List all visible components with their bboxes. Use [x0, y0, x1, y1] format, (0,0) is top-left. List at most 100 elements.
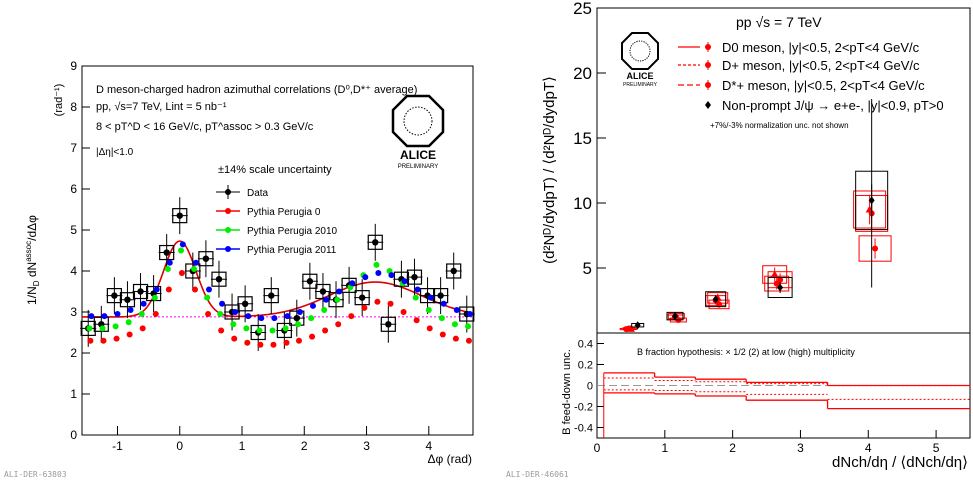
- pythia-point-1: [283, 339, 290, 346]
- pythia-point-3: [258, 315, 265, 322]
- left-alice-logo: ALICE PRELIMINARY: [391, 94, 445, 170]
- data-point: [124, 296, 131, 303]
- left-x-axis: -1 0 1 2 3 4: [112, 426, 432, 453]
- right-x-tick-label: 5: [933, 441, 940, 455]
- pythia-point-3: [245, 313, 252, 320]
- pythia-point-1: [295, 337, 302, 344]
- left-tag: ALI-DER-63803: [4, 470, 67, 479]
- pythia-point-3: [414, 286, 421, 293]
- pythia-point-2: [86, 325, 93, 332]
- right-alice-logo: ALICE PRELIMINARY: [621, 32, 659, 88]
- left-scale-unc: ±14% scale uncertainty: [218, 164, 332, 176]
- alice-detector-icon: [629, 40, 651, 62]
- right-point-dstar: [865, 205, 874, 213]
- left-y-tick-label: 7: [70, 141, 77, 155]
- left-plot-frame: [81, 65, 474, 436]
- right-header: pp √s = 7 TeV: [736, 14, 822, 30]
- pythia-point-3: [219, 300, 226, 307]
- left-y-tick-label: 9: [70, 59, 77, 73]
- pythia-point-3: [453, 306, 460, 313]
- data-point: [111, 292, 118, 299]
- data-point: [319, 288, 327, 295]
- pythia-point-3: [271, 315, 278, 322]
- pythia-point-1: [192, 286, 199, 293]
- left-x-tick-label: 3: [363, 439, 370, 453]
- right-logo-name: ALICE: [627, 71, 654, 81]
- data-point: [358, 294, 366, 301]
- pythia-point-2: [191, 265, 198, 272]
- right-point-dstar: [770, 270, 779, 278]
- alice-octagon-icon: [621, 32, 659, 70]
- data-point: [137, 288, 144, 295]
- pythia-point-1: [452, 335, 459, 342]
- pythia-point-3: [362, 274, 369, 281]
- pythia-point-3: [153, 286, 160, 293]
- left-x-tick-label: 1: [239, 439, 246, 453]
- pythia-point-3: [166, 259, 173, 266]
- pythia-point-1: [400, 309, 407, 315]
- pythia-point-1: [465, 337, 472, 344]
- left-title: D meson-charged hadron azimuthal correla…: [96, 84, 417, 96]
- right-syst-box: [705, 291, 727, 308]
- right-legend-label: D*+ meson, |y|<0.5, 2<pT<4 GeV/c: [722, 78, 925, 93]
- right-point-jpsi: [712, 295, 719, 304]
- pythia-point-1: [178, 270, 185, 277]
- alice-detector-icon: [403, 106, 433, 136]
- left-x-tick-label: 0: [176, 439, 183, 453]
- pythia-point-3: [114, 311, 121, 318]
- pythia-point-3: [127, 306, 134, 313]
- pythia-point-3: [296, 309, 303, 315]
- right-y-axis: 5 10 15 20 25: [573, 0, 606, 278]
- right-lower-ylabel: B feed-down unc.: [561, 349, 573, 435]
- data-point: [215, 276, 223, 283]
- data-point: [437, 292, 444, 299]
- pythia-point-2: [425, 306, 432, 313]
- right-legend-label: Non-prompt J/ψ → e+e-, |y|<0.9, pT>0: [722, 98, 944, 113]
- right-x-tick-label: 2: [729, 441, 736, 455]
- pythia-point-2: [256, 327, 263, 334]
- pythia-point-1: [100, 337, 107, 344]
- pythia-point-3: [466, 311, 473, 318]
- alice-octagon-icon: [391, 94, 445, 148]
- left-chart: 0 1 2 3 4 5 6 7 8 9 -1 0 1 2 3 4 D meson-charged hadro…: [4, 59, 475, 479]
- right-syst-box: [767, 276, 793, 299]
- pythia-point-3: [101, 313, 108, 320]
- pythia-point-1: [205, 311, 212, 318]
- right-ylabel: (d²Nᴰ/dydpT) / ⟨d²Nᴰ/dydpT⟩: [541, 76, 558, 264]
- left-y-tick-label: 3: [70, 305, 77, 319]
- data-point: [450, 267, 457, 275]
- right-lower-y-axis: -0.4 -0.2 0 0.2 0.4: [574, 339, 604, 435]
- pythia-point-1: [270, 341, 277, 348]
- pythia-point-3: [192, 259, 199, 266]
- data-point: [306, 278, 314, 285]
- right-legend-marker: [705, 44, 711, 50]
- pythia-point-1: [348, 313, 355, 320]
- legend-marker: [225, 227, 231, 233]
- pythia-point-1: [322, 327, 329, 334]
- pythia-point-2: [217, 311, 224, 318]
- right-legend-marker: [705, 62, 711, 68]
- right-lower-y-tick-label: 0.2: [578, 360, 593, 372]
- right-x-tick-label: 1: [661, 441, 668, 455]
- right-lower-note: B fraction hypothesis: × 1/2 (2) at low …: [637, 347, 855, 357]
- data-point: [163, 249, 170, 256]
- right-y-tick-label: 25: [573, 0, 592, 18]
- legend-marker: [225, 189, 231, 195]
- right-lower-y-tick-label: -0.2: [574, 402, 593, 414]
- right-legend-label: D0 meson, |y|<0.5, 2<pT<4 GeV/c: [722, 40, 920, 55]
- pythia-point-2: [295, 321, 302, 328]
- right-x-tick-label: 4: [865, 441, 872, 455]
- pythia-point-1: [426, 325, 433, 332]
- pythia-point-1: [374, 298, 381, 305]
- legend-marker: [225, 246, 231, 252]
- pythia-point-1: [87, 337, 94, 344]
- pythia-point-2: [177, 247, 184, 254]
- left-line-pt: 8 < pT^D < 16 GeV/c, pT^assoc > 0.3 GeV/…: [96, 121, 314, 133]
- left-x-tick-label: -1: [112, 439, 123, 453]
- pythia-point-3: [284, 313, 291, 320]
- right-syst-box: [707, 292, 729, 304]
- data-point: [293, 314, 301, 322]
- right-tag: ALI-DER-46061: [506, 470, 569, 479]
- pythia-point-3: [232, 309, 239, 315]
